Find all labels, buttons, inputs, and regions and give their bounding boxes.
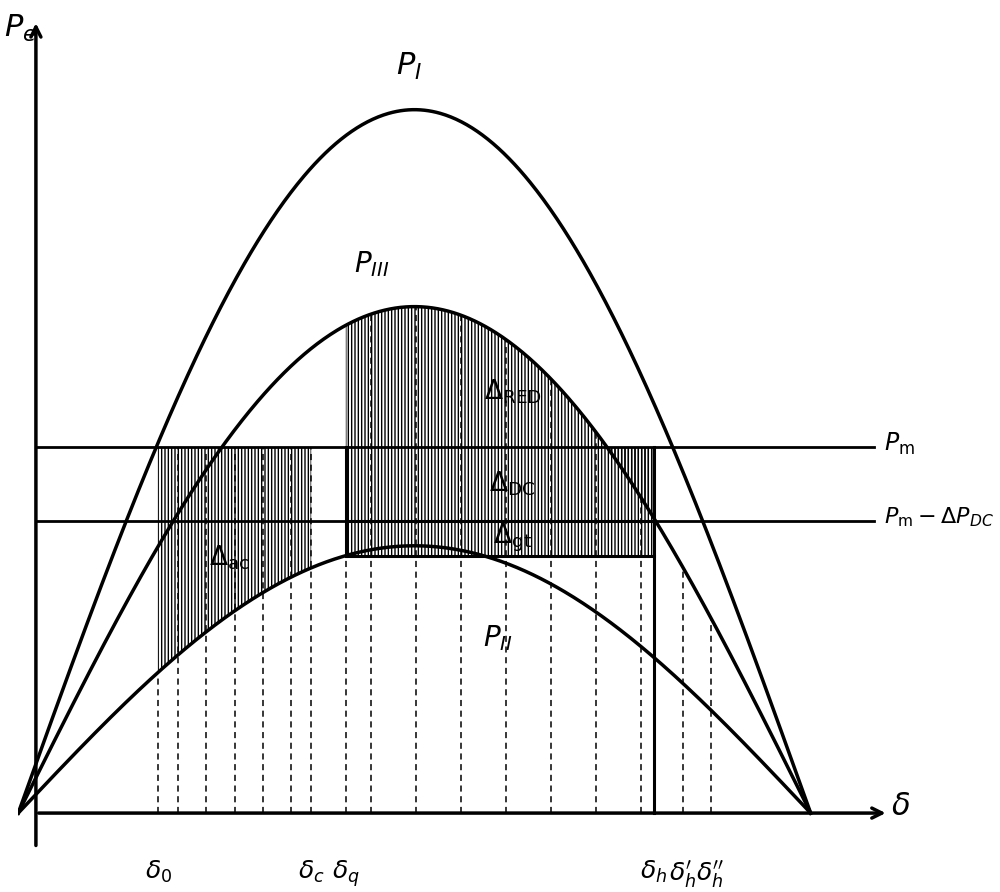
Text: $\delta_h''$: $\delta_h''$ bbox=[696, 859, 725, 890]
Text: $\delta$: $\delta$ bbox=[891, 790, 911, 822]
Text: $\delta_q$: $\delta_q$ bbox=[332, 859, 360, 889]
Text: $\Delta_{\mathrm{ac}}$: $\Delta_{\mathrm{ac}}$ bbox=[209, 543, 250, 572]
Text: $\Delta_{\mathrm{DC}}$: $\Delta_{\mathrm{DC}}$ bbox=[489, 470, 536, 499]
Text: $P_e$: $P_e$ bbox=[4, 12, 37, 44]
Text: $P_I$: $P_I$ bbox=[396, 51, 422, 82]
Text: $P_{\mathrm{m}}-\Delta P_{DC}$: $P_{\mathrm{m}}-\Delta P_{DC}$ bbox=[884, 506, 994, 530]
Text: $P_{III}$: $P_{III}$ bbox=[354, 249, 389, 278]
Text: $\delta_h'$: $\delta_h'$ bbox=[669, 859, 696, 890]
Text: $\delta_0$: $\delta_0$ bbox=[145, 859, 172, 885]
Text: $P_{\mathrm{m}}$: $P_{\mathrm{m}}$ bbox=[884, 431, 915, 457]
Text: $\delta_c$: $\delta_c$ bbox=[298, 859, 324, 885]
Text: $\Delta_{\mathrm{gt}}$: $\Delta_{\mathrm{gt}}$ bbox=[493, 522, 532, 555]
Text: $\delta_h$: $\delta_h$ bbox=[640, 859, 667, 885]
Text: $P_{II}$: $P_{II}$ bbox=[483, 624, 512, 653]
Text: $\Delta_{\mathrm{RED}}$: $\Delta_{\mathrm{RED}}$ bbox=[484, 377, 542, 406]
